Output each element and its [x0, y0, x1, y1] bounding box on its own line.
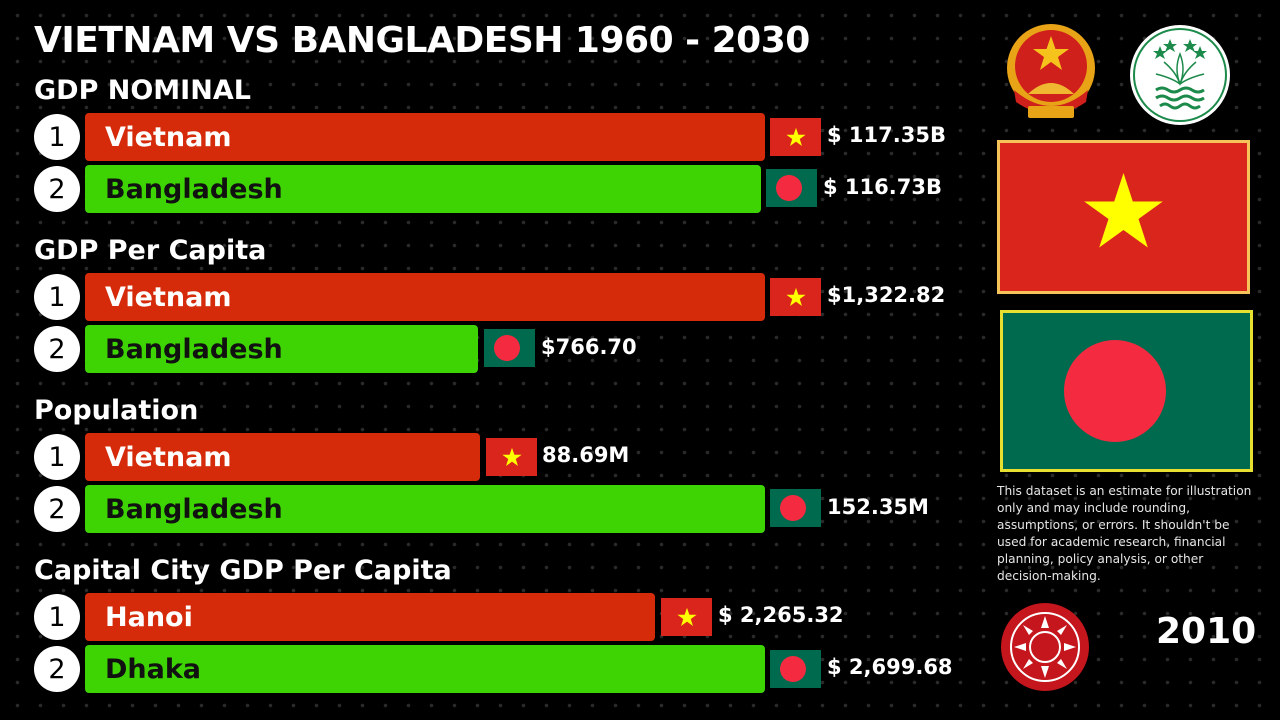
bar-vietnam-gdp-nominal: Vietnam — [85, 113, 765, 161]
page-title: VIETNAM VS BANGLADESH 1960 - 2030 — [34, 20, 810, 61]
value-label: $1,322.82 — [827, 283, 946, 307]
section-title-population: Population — [34, 395, 199, 426]
rank-badge: 1 — [34, 434, 80, 480]
vietnam-emblem-icon — [1000, 22, 1102, 126]
bar-dhaka-gdp-per-capita: Dhaka — [85, 645, 765, 693]
channel-logo-icon — [1000, 602, 1090, 692]
year-label: 2010 — [1156, 611, 1257, 652]
vietnam-flag-icon — [770, 118, 821, 156]
value-label: $ 116.73B — [823, 175, 942, 199]
bar-bangladesh-gdp-per-capita: Bangladesh — [85, 325, 478, 373]
star-icon — [1084, 173, 1163, 248]
bangladesh-large-flag — [1000, 310, 1253, 472]
rank-badge: 2 — [34, 326, 80, 372]
bar-vietnam-population: Vietnam — [85, 433, 480, 481]
bangladesh-flag-icon — [770, 650, 821, 688]
bar-label: Hanoi — [105, 601, 193, 633]
bar-label: Dhaka — [105, 653, 202, 685]
value-label: 152.35M — [827, 495, 929, 519]
bar-label: Vietnam — [105, 281, 232, 313]
rank-badge: 2 — [34, 486, 80, 532]
section-title-capital-gdp-per-capita: Capital City GDP Per Capita — [34, 555, 452, 586]
bar-label: Bangladesh — [105, 493, 283, 525]
bangladesh-flag-icon — [770, 489, 821, 527]
vietnam-large-flag — [997, 140, 1250, 294]
bar-label: Vietnam — [105, 441, 232, 473]
value-label: 88.69M — [542, 443, 630, 467]
bangladesh-flag-icon — [484, 329, 535, 367]
vietnam-flag-icon — [770, 278, 821, 316]
section-title-gdp-nominal: GDP NOMINAL — [34, 75, 251, 106]
value-label: $ 2,699.68 — [827, 655, 953, 679]
red-disc-icon — [1064, 340, 1166, 442]
bangladesh-emblem-icon — [1128, 24, 1232, 126]
bangladesh-flag-icon — [766, 169, 817, 207]
value-label: $766.70 — [541, 335, 637, 359]
rank-badge: 2 — [34, 166, 80, 212]
bar-hanoi-gdp-per-capita: Hanoi — [85, 593, 655, 641]
disclaimer-text: This dataset is an estimate for illustra… — [997, 484, 1252, 583]
vietnam-flag-icon — [486, 438, 537, 476]
bar-vietnam-gdp-per-capita: Vietnam — [85, 273, 765, 321]
rank-badge: 1 — [34, 594, 80, 640]
rank-badge: 2 — [34, 646, 80, 692]
bar-label: Vietnam — [105, 121, 232, 153]
value-label: $ 2,265.32 — [718, 603, 844, 627]
bar-label: Bangladesh — [105, 333, 283, 365]
bar-bangladesh-gdp-nominal: Bangladesh — [85, 165, 761, 213]
rank-badge: 1 — [34, 274, 80, 320]
bar-label: Bangladesh — [105, 173, 283, 205]
value-label: $ 117.35B — [827, 123, 946, 147]
vietnam-flag-icon — [661, 598, 712, 636]
rank-badge: 1 — [34, 114, 80, 160]
bar-bangladesh-population: Bangladesh — [85, 485, 765, 533]
section-title-gdp-per-capita: GDP Per Capita — [34, 235, 267, 266]
